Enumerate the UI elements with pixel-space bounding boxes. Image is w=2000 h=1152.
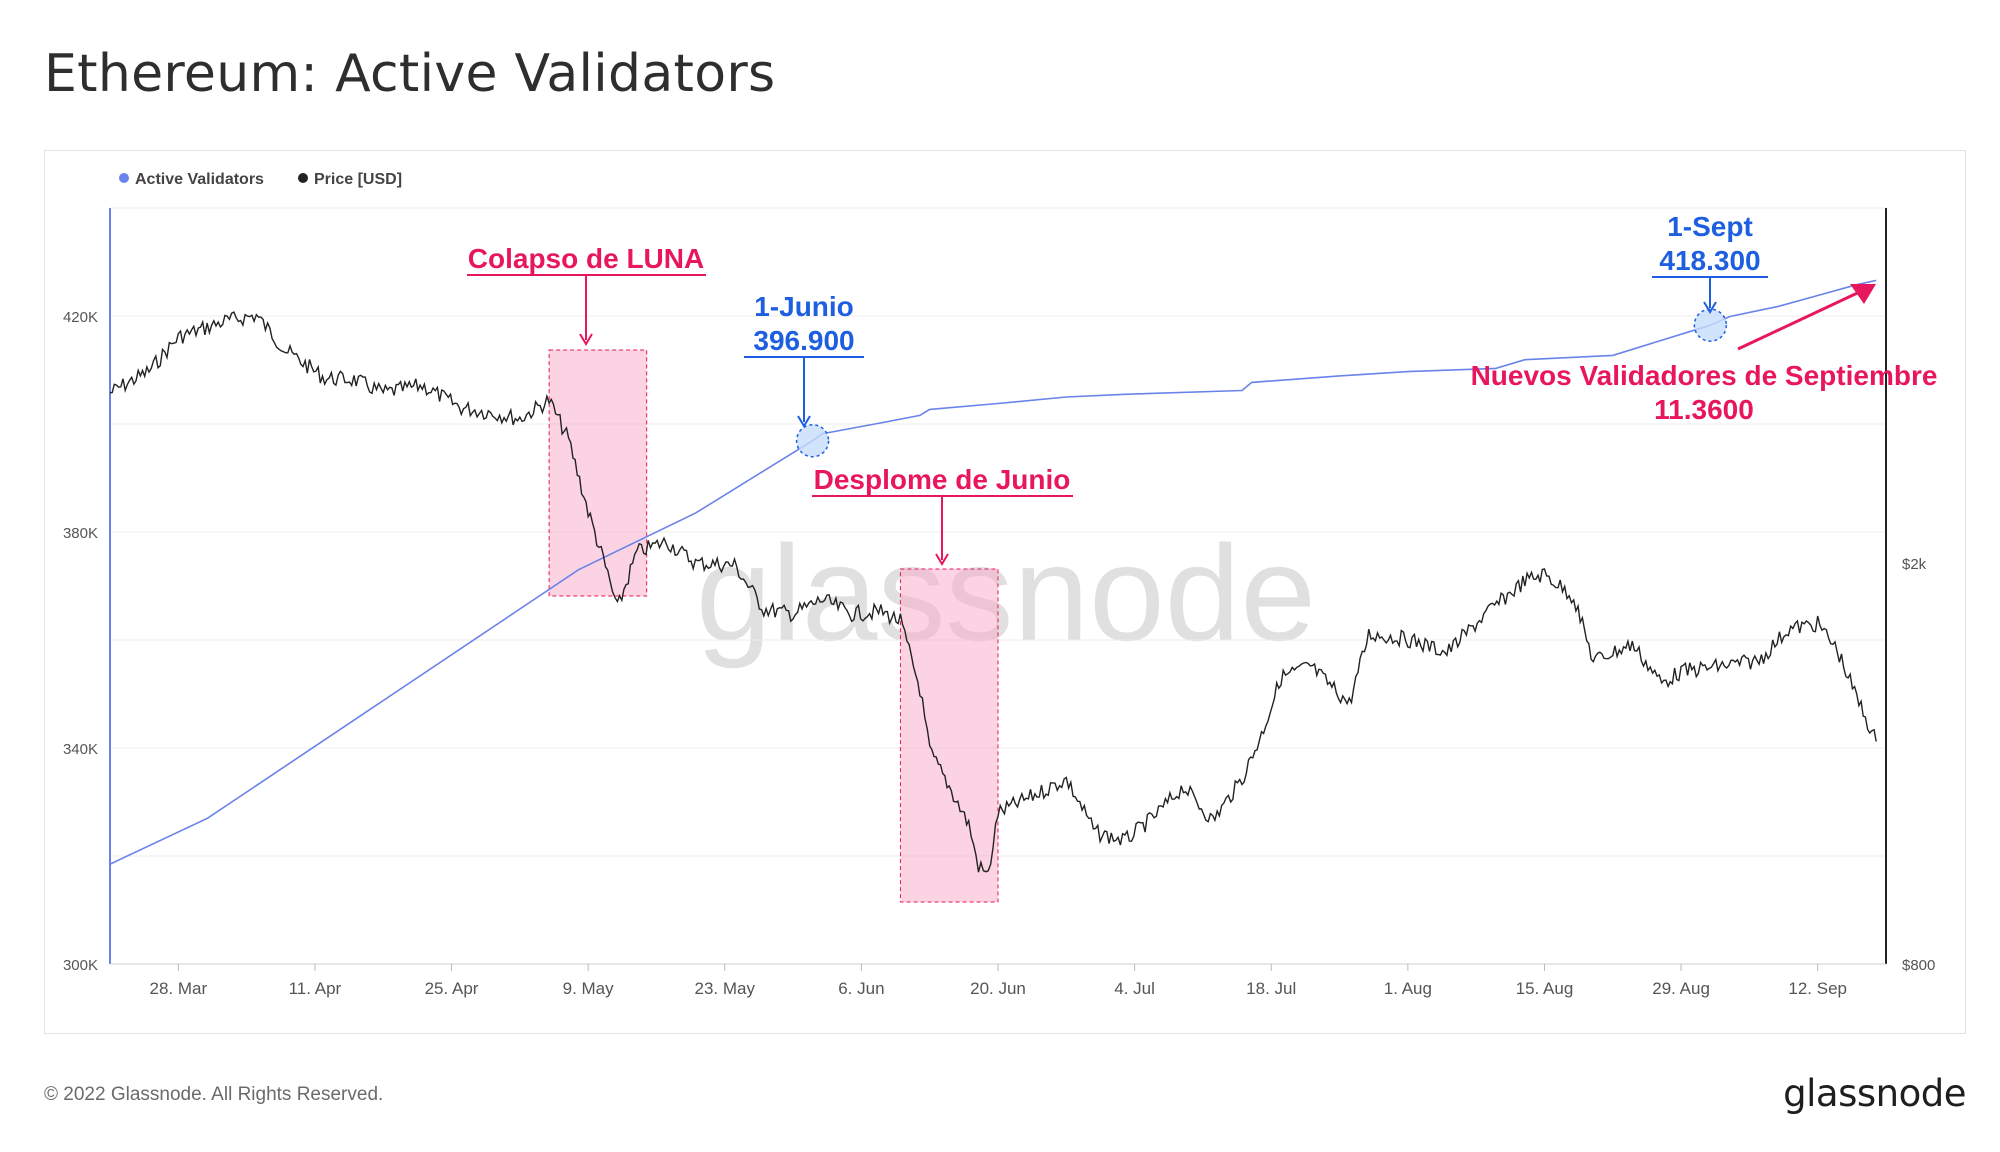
x-tick-label: 9. May <box>563 979 615 998</box>
y-tick-label-left: 380K <box>63 525 98 542</box>
chart-frame <box>44 150 1966 1034</box>
x-tick-label: 12. Sep <box>1788 979 1847 998</box>
annotation-arrowhead-luna <box>579 333 593 346</box>
x-tick-label: 29. Aug <box>1652 979 1710 998</box>
annotations: Colapso de LUNA Desplome de Junio 1-Junio3… <box>467 211 1938 566</box>
annotation-date-junio: 1-Junio <box>754 291 854 322</box>
annotation-arrowhead-june <box>935 553 949 566</box>
annotation-label-luna: Colapso de LUNA <box>468 243 704 274</box>
annotation-value-september: 11.3600 <box>1654 394 1754 425</box>
x-tick-label: 20. Jun <box>970 979 1026 998</box>
watermark: glassnode <box>696 517 1316 669</box>
x-tick-label: 15. Aug <box>1516 979 1574 998</box>
gridlines <box>110 207 1886 857</box>
annotation-arrowhead-sept <box>1703 301 1717 314</box>
y-tick-label-right: $800 <box>1902 957 1935 974</box>
y-tick-label-left: 340K <box>63 741 98 758</box>
annotation-arrowhead-junio <box>797 415 811 428</box>
annotation-marker-sept <box>1693 308 1728 342</box>
x-tick-label: 18. Jul <box>1246 979 1296 998</box>
legend-marker-validators <box>119 173 129 183</box>
annotation-boxes <box>548 349 999 903</box>
y-tick-label-left: 300K <box>63 957 98 974</box>
annotation-value-sept: 418.300 <box>1659 245 1760 276</box>
footer-logo: glassnode <box>1783 1072 1966 1115</box>
y-tick-label-right: $2k <box>1902 556 1927 573</box>
annotation-marker-junio <box>795 423 830 458</box>
footer-copyright: © 2022 Glassnode. All Rights Reserved. <box>44 1084 384 1105</box>
x-tick-label: 1. Aug <box>1384 979 1432 998</box>
x-tick-label: 28. Mar <box>149 979 207 998</box>
x-tick-label: 23. May <box>695 979 756 998</box>
x-tick-label: 4. Jul <box>1114 979 1155 998</box>
annotation-value-junio: 396.900 <box>753 325 854 356</box>
legend-marker-price <box>298 173 308 183</box>
legend-label-validators: Active Validators <box>135 171 264 188</box>
page-title: Ethereum: Active Validators <box>44 44 776 104</box>
x-tick-label: 6. Jun <box>838 979 884 998</box>
x-tick-label: 11. Apr <box>289 979 342 998</box>
annotation-label-september: Nuevos Validadores de Septiembre <box>1471 360 1938 391</box>
x-tick-label: 25. Apr <box>425 979 479 998</box>
annotation-date-sept: 1-Sept <box>1667 211 1753 242</box>
legend-label-price: Price [USD] <box>314 171 402 188</box>
legend: Active Validators Price [USD] <box>119 171 402 188</box>
annotation-arrow-september <box>1737 286 1869 351</box>
annotation-arrowhead-september <box>1850 284 1876 304</box>
y-tick-label-left: 420K <box>63 309 98 326</box>
axes: 300K 340K 380K 420K $800 $2k 28. Mar 11. Apr 25.… <box>63 208 1935 998</box>
annotation-box-june <box>899 568 999 903</box>
annotation-label-june: Desplome de Junio <box>814 464 1071 495</box>
series-price-line <box>110 311 1877 873</box>
annotation-box-luna <box>548 349 648 597</box>
